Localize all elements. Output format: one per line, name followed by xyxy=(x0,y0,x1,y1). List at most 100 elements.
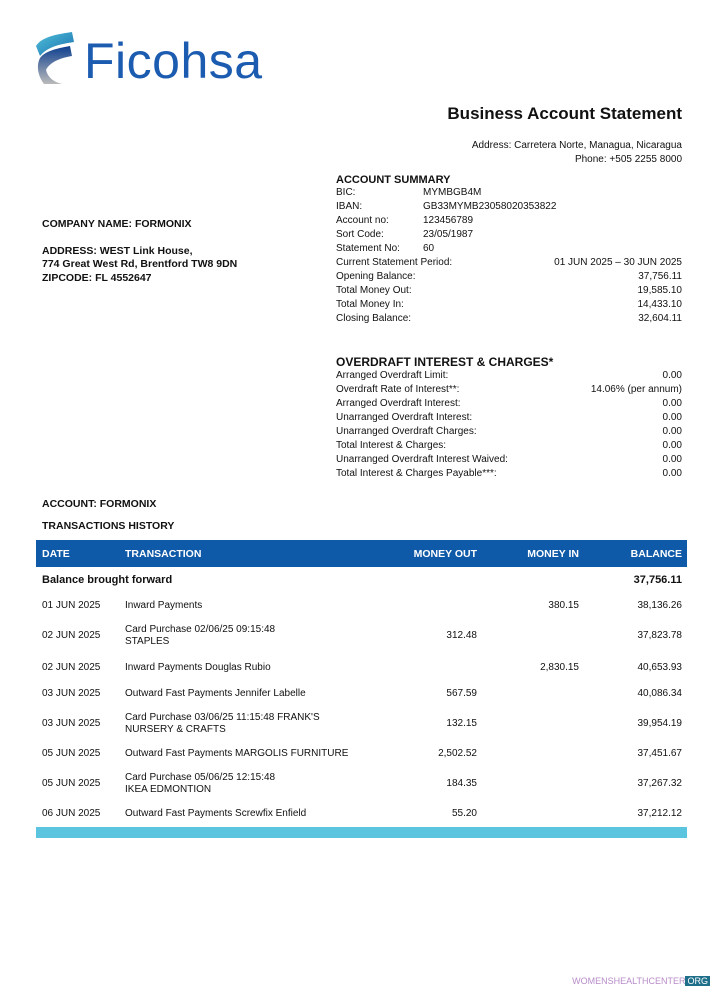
cell-transaction: Card Purchase 05/06/25 12:15:48 IKEA EDM… xyxy=(125,772,276,795)
overdraft-items-row: Total Interest & Charges Payable***: 0.00 xyxy=(336,467,682,481)
row-value: 0.00 xyxy=(662,454,682,465)
cell-date: 01 JUN 2025 xyxy=(42,600,101,611)
row-value: 14.06% (per annum) xyxy=(590,384,682,395)
overdraft-items-row: Overdraft Rate of Interest**: 14.06% (per… xyxy=(336,383,682,397)
overdraft-items-row: Arranged Overdraft Limit: 0.00 xyxy=(336,369,682,383)
row-label: Current Statement Period: xyxy=(336,257,453,268)
cell-money-out: 55.20 xyxy=(451,808,477,819)
row-value: 0.00 xyxy=(662,370,682,381)
account-summary: ACCOUNT SUMMARY BIC: MYMBGB4M IBAN: GB33MYM… xyxy=(336,174,682,326)
company-address-2: 774 Great West Rd, Brentford TW8 9DN xyxy=(42,258,238,270)
row-value: 32,604.11 xyxy=(638,313,682,324)
row-label: Unarranged Overdraft Charges: xyxy=(336,426,477,437)
cell-date: 02 JUN 2025 xyxy=(42,662,101,673)
summary-short-row: BIC: MYMBGB4M xyxy=(336,186,682,200)
company-address-1: ADDRESS: WEST Link House, xyxy=(42,245,193,257)
summary-short-row: Sort Code: 23/05/1987 xyxy=(336,228,682,242)
col-transaction: TRANSACTION xyxy=(125,548,202,560)
bank-phone: Phone: +505 2255 8000 xyxy=(574,154,682,165)
page-title: Business Account Statement xyxy=(447,104,682,123)
row-value: 0.00 xyxy=(662,398,682,409)
overdraft-heading: OVERDRAFT INTEREST & CHARGES* xyxy=(336,355,554,369)
row-value: 0.00 xyxy=(662,468,682,479)
summary-short-row: Statement No: 60 xyxy=(336,242,682,256)
history-label: TRANSACTIONS HISTORY xyxy=(42,520,175,532)
cell-balance: 38,136.26 xyxy=(637,600,683,611)
table-header: DATE TRANSACTION MONEY OUT MONEY IN BALA… xyxy=(36,540,687,567)
cell-money-in: 2,830.15 xyxy=(540,662,579,673)
cell-money-out: 567.59 xyxy=(446,688,477,699)
cell-money-out: 312.48 xyxy=(446,630,477,641)
ficohsa-logo: Ficohsa xyxy=(32,28,282,93)
account-summary-heading: ACCOUNT SUMMARY xyxy=(336,174,451,186)
summary-long-row: Total Money Out: 19,585.10 xyxy=(336,284,682,298)
row-value: 0.00 xyxy=(662,440,682,451)
cell-balance: 39,954.19 xyxy=(637,718,683,729)
cell-balance: 37,823.78 xyxy=(637,630,683,641)
row-label: BIC: xyxy=(336,187,356,198)
row-label: Total Money In: xyxy=(336,299,404,310)
cell-date: 03 JUN 2025 xyxy=(42,688,101,699)
row-value: 01 JUN 2025 – 30 JUN 2025 xyxy=(554,257,682,268)
summary-long-row: Opening Balance: 37,756.11 xyxy=(336,270,682,284)
cell-money-out: 132.15 xyxy=(446,718,477,729)
cell-transaction: Inward Payments Douglas Rubio xyxy=(125,662,271,673)
watermark: WOMENSHEALTHCENTER ORG xyxy=(572,976,710,986)
brought-forward-label: Balance brought forward xyxy=(42,574,173,586)
row-label: Overdraft Rate of Interest**: xyxy=(336,384,460,395)
row-label: IBAN: xyxy=(336,201,363,212)
cell-balance: 40,653.93 xyxy=(637,662,683,673)
row-label: Total Interest & Charges Payable***: xyxy=(336,468,497,479)
cell-transaction: Card Purchase 02/06/25 09:15:48 STAPLES xyxy=(125,624,276,647)
cell-balance: 37,267.32 xyxy=(637,778,683,789)
cell-money-out: 184.35 xyxy=(446,778,477,789)
summary-short-row: Account no: 123456789 xyxy=(336,214,682,228)
bank-address: Address: Carretera Norte, Managua, Nicar… xyxy=(471,140,682,151)
row-label: Arranged Overdraft Interest: xyxy=(336,398,461,409)
cell-date: 06 JUN 2025 xyxy=(42,808,101,819)
overdraft-items-row: Unarranged Overdraft Interest: 0.00 xyxy=(336,411,682,425)
row-label: Total Money Out: xyxy=(336,285,412,296)
row-value: MYMBGB4M xyxy=(423,187,482,198)
cell-date: 05 JUN 2025 xyxy=(42,778,101,789)
row-label: Statement No: xyxy=(336,243,400,254)
row-value: 37,756.11 xyxy=(638,271,682,282)
row-value: GB33MYMB23058020353822 xyxy=(423,201,557,212)
row-label: Arranged Overdraft Limit: xyxy=(336,370,449,381)
row-label: Unarranged Overdraft Interest Waived: xyxy=(336,454,508,465)
account-label: ACCOUNT: FORMONIX xyxy=(42,498,157,510)
row-label: Total Interest & Charges: xyxy=(336,440,447,451)
row-value: 19,585.10 xyxy=(637,285,683,296)
overdraft-items-row: Total Interest & Charges: 0.00 xyxy=(336,439,682,453)
cell-transaction: Outward Fast Payments Screwfix Enfield xyxy=(125,808,307,819)
cell-balance: 40,086.34 xyxy=(637,688,683,699)
row-label: Opening Balance: xyxy=(336,271,416,282)
cell-date: 02 JUN 2025 xyxy=(42,630,101,641)
summary-long-row: Total Money In: 14,433.10 xyxy=(336,298,682,312)
logo-wordmark: Ficohsa xyxy=(84,33,263,89)
col-money-out: MONEY OUT xyxy=(413,548,477,560)
col-money-in: MONEY IN xyxy=(527,548,579,560)
cell-money-out: 2,502.52 xyxy=(438,748,477,759)
cell-balance: 37,451.67 xyxy=(637,748,683,759)
cell-date: 03 JUN 2025 xyxy=(42,718,101,729)
row-value: 14,433.10 xyxy=(637,299,683,310)
col-date: DATE xyxy=(42,548,70,560)
row-label: Closing Balance: xyxy=(336,313,412,324)
row-label: Unarranged Overdraft Interest: xyxy=(336,412,473,423)
row-value: 60 xyxy=(423,243,435,254)
cell-balance: 37,212.12 xyxy=(637,808,683,819)
cell-date: 05 JUN 2025 xyxy=(42,748,101,759)
watermark-text: WOMENSHEALTHCENTER xyxy=(572,976,686,986)
table-footer-bar xyxy=(36,827,687,838)
company-name: COMPANY NAME: FORMONIX xyxy=(42,218,192,230)
logo-mark-icon xyxy=(36,32,74,84)
row-value: 0.00 xyxy=(662,412,682,423)
summary-long-row: Closing Balance: 32,604.11 xyxy=(336,312,682,326)
row-value: 0.00 xyxy=(662,426,682,437)
row-label: Account no: xyxy=(336,215,389,226)
cell-transaction: Inward Payments xyxy=(125,600,203,611)
overdraft-section: OVERDRAFT INTEREST & CHARGES* Arranged O… xyxy=(336,355,682,481)
row-value: 23/05/1987 xyxy=(423,229,474,240)
